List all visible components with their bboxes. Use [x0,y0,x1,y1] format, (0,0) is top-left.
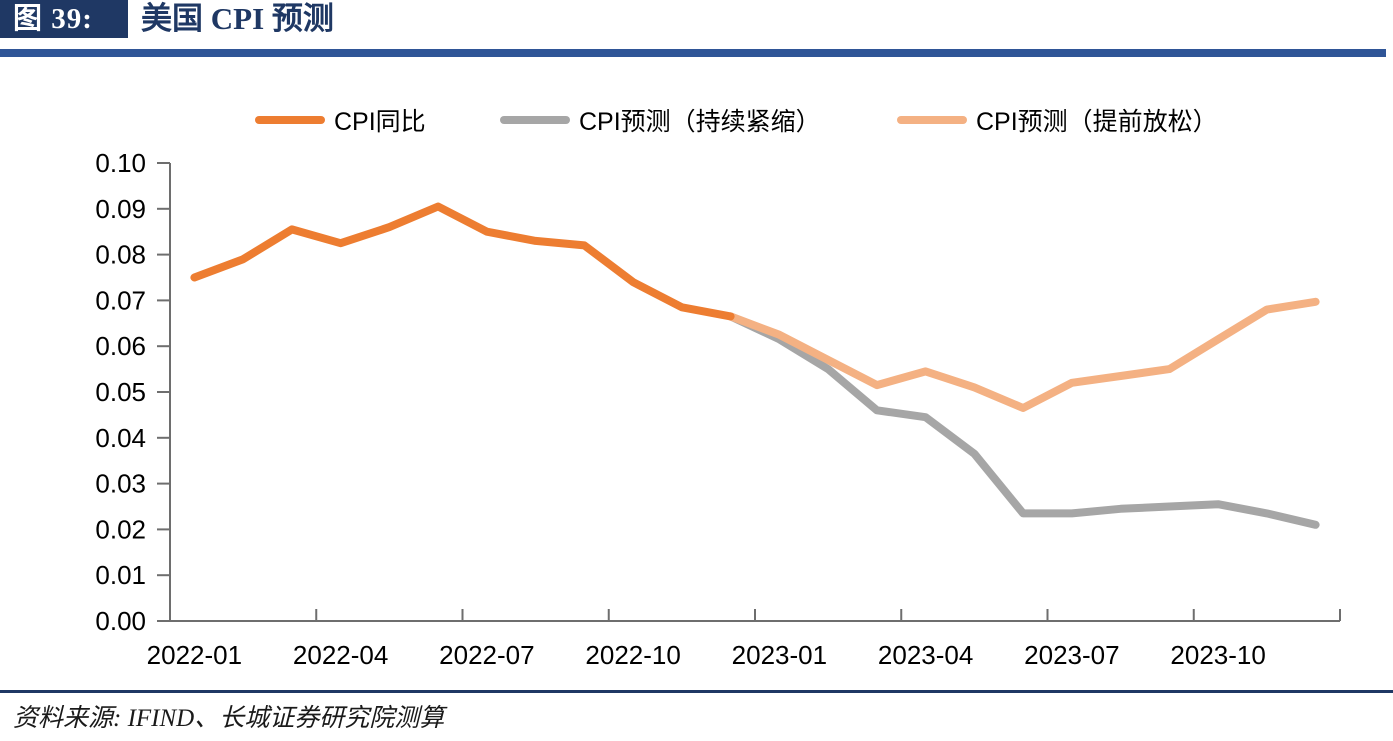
legend-item-forecast-tightening: CPI预测（持续紧缩） [500,104,821,136]
series-line-forecast-tightening [726,312,1320,529]
x-axis-tick-label: 2022-07 [439,640,534,670]
figure-number-badge: 图 39: [0,0,128,38]
y-axis-tick-label: 0.09 [95,194,146,224]
footer-divider [0,690,1393,693]
x-axis-tick-label: 2022-01 [147,640,242,670]
series-line-forecast-easing [726,297,1320,412]
y-axis-tick-label: 0.04 [95,423,146,453]
legend-swatch-cpi-actual [255,116,325,124]
x-axis-tick-label: 2023-10 [1170,640,1265,670]
title-underline [0,49,1386,57]
source-note: 资料来源: IFIND、长城证券研究院测算 [13,705,445,732]
y-axis-tick-label: 0.01 [95,560,146,590]
y-axis-tick-label: 0.08 [95,240,146,270]
axis-lines [169,163,1340,622]
y-axis-tick-label: 0.07 [95,285,146,315]
legend-swatch-forecast-easing [897,116,967,124]
legend-label-forecast-easing: CPI预测（提前放松） [976,108,1218,136]
x-axis-tick-label: 2022-10 [585,640,680,670]
y-axis-tick-label: 0.02 [95,514,146,544]
legend-item-forecast-easing: CPI预测（提前放松） [897,104,1218,136]
x-axis-tick-label: 2023-07 [1024,640,1119,670]
y-axis-tick-label: 0.06 [95,331,146,361]
legend-swatch-forecast-tightening [500,116,570,124]
y-axis-tick-label: 0.10 [95,148,146,178]
y-axis-tick-label: 0.03 [95,469,146,499]
x-axis-tick-label: 2023-04 [878,640,973,670]
x-axis-tick-label: 2023-01 [732,640,827,670]
x-axis-tick-label: 2022-04 [293,640,388,670]
figure-number-label: 图 39: [13,3,93,35]
legend-item-cpi-actual: CPI同比 [255,104,426,136]
legend-label-cpi-actual: CPI同比 [334,108,426,136]
legend-label-forecast-tightening: CPI预测（持续紧缩） [579,108,821,136]
figure-title: 美国 CPI 预测 [141,1,334,36]
y-axis-tick-label: 0.05 [95,377,146,407]
series-line-cpi-actual [190,202,735,321]
y-axis-tick-label: 0.00 [95,606,146,636]
